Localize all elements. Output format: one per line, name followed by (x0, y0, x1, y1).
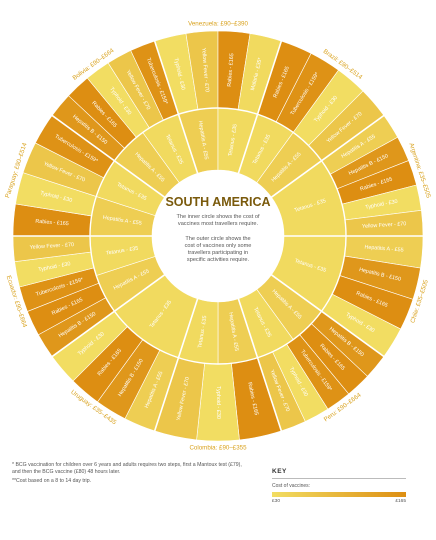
country-label-venezuela: Venezuela: £90–£390 (188, 21, 248, 28)
center-description-outer: The outer circle shows the cost of vaccin… (185, 236, 252, 263)
bolivia-divider (50, 113, 166, 198)
colombia-inner-label-1: Tetanus - £35 (197, 315, 208, 348)
center-title: SOUTH AMERICA (165, 195, 270, 209)
wheel-segments (12, 30, 424, 442)
key-label: Cost of vaccines: (272, 483, 311, 489)
center-description-inner: The inner circle shows the cost of vaccin… (176, 214, 259, 227)
inner-outer-ring-divider (89, 107, 347, 365)
peru-divider (270, 274, 386, 359)
country-label-colombia: Colombia: £90–£355 (189, 445, 247, 452)
paraguay-outer-label-0: Rabies - £165 (35, 219, 69, 228)
key-divider (272, 478, 406, 479)
venezuela-inner-label-1: Tetanus - £35 (228, 124, 239, 157)
key-gradient-bar (272, 492, 406, 497)
key-max: £165 (395, 499, 406, 504)
ecuador-outer-label-4: Yellow Fever - £70 (29, 242, 74, 251)
venezuela-divider (153, 38, 199, 174)
footnote-trip: **Cost based on a 8 to 14 day trip. (12, 477, 92, 484)
colombia-outer-label-1: Typhoid - £30 (215, 386, 221, 419)
colombia-divider (237, 298, 283, 434)
center-disc (152, 170, 284, 302)
venezuela-outer-label-2: Rabies - £165 (227, 53, 236, 87)
wheel-dividers (11, 38, 425, 434)
uruguay-divider (153, 298, 199, 434)
ecuador-divider (50, 274, 166, 359)
brazil-divider (237, 38, 283, 174)
key-title: KEY (272, 468, 287, 475)
argentina-outer-label-4: Yellow Fever - £70 (362, 221, 407, 230)
footnotes: * BCG vaccination for children over 6 ye… (12, 462, 242, 486)
ecuador-inner-label-1: Tetanus - £35 (106, 246, 139, 257)
center-text: SOUTH AMERICA The inner circle shows the… (165, 195, 270, 263)
argentina-divider (270, 113, 386, 198)
vaccine-cost-wheel: Hepatitis A - £55 Tetanus - £35 Typhoid - … (4, 21, 432, 452)
key-min: £30 (272, 499, 281, 504)
chile-outer-label-0: Hepatitis A - £55 (364, 245, 404, 254)
key-legend: KEY Cost of vaccines: £30 £165 (272, 468, 406, 504)
venezuela-outer-label-1: Yellow Fever - £70 (200, 48, 209, 93)
footnote-bcg: * BCG vaccination for children over 6 ye… (12, 462, 242, 476)
